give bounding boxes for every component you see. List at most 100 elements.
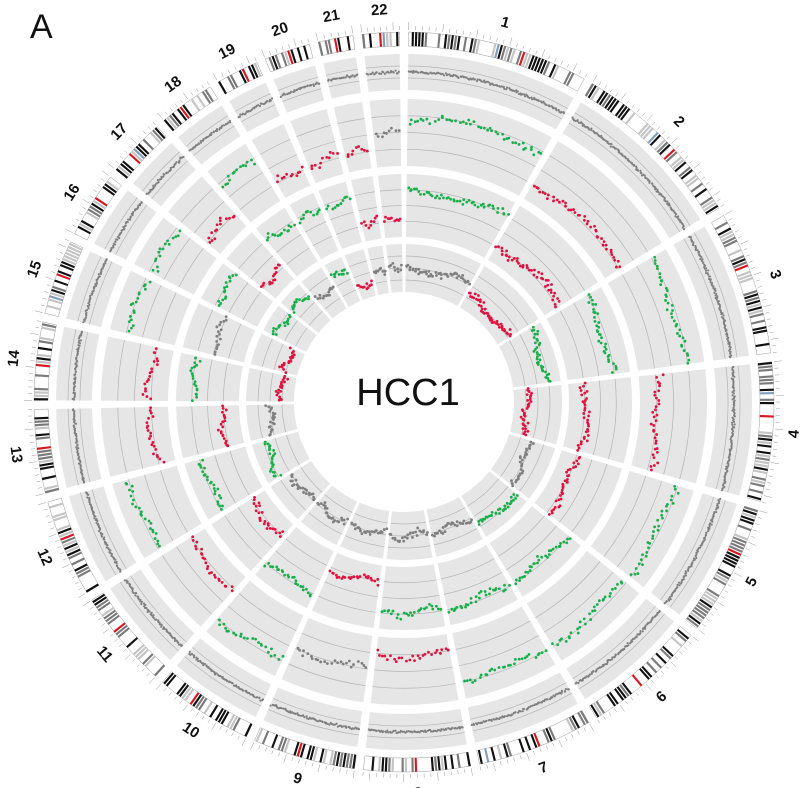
chromosome-band xyxy=(34,398,49,401)
cnv-point xyxy=(488,81,491,84)
cnv-point xyxy=(470,518,473,522)
chromosome-band xyxy=(596,90,606,104)
cnv-point xyxy=(72,408,75,411)
cnv-point xyxy=(72,391,75,394)
scale-tick xyxy=(36,320,41,322)
track-gridline xyxy=(262,267,284,289)
cnv-point xyxy=(411,267,415,271)
cnv-point xyxy=(263,520,267,523)
scale-tick xyxy=(670,661,677,668)
cnv-point xyxy=(477,294,480,297)
cnv-point xyxy=(540,701,543,704)
chromosome-band xyxy=(195,695,205,709)
cnv-point xyxy=(518,264,522,268)
cnv-point xyxy=(143,606,147,609)
cnv-point xyxy=(481,202,485,206)
cnv-point xyxy=(195,540,199,544)
chromosome-band xyxy=(539,60,548,74)
cnv-point xyxy=(582,218,586,222)
cnv-point xyxy=(647,546,650,550)
scale-tick xyxy=(671,137,678,144)
cnv-point xyxy=(205,567,209,571)
scale-tick xyxy=(330,33,332,38)
cnv-point xyxy=(461,202,465,206)
scale-tick xyxy=(469,31,471,36)
cnv-point xyxy=(719,497,722,500)
cnv-point xyxy=(609,250,613,254)
track-gridline xyxy=(387,545,431,549)
cnv-point xyxy=(492,207,495,210)
track-gridline xyxy=(263,441,280,478)
cnv-point xyxy=(448,118,451,122)
cnv-point xyxy=(224,281,228,284)
cnv-point xyxy=(271,454,275,457)
track-sector xyxy=(270,460,331,520)
cnv-point xyxy=(270,428,274,431)
scale-tick xyxy=(684,155,689,159)
cnv-point xyxy=(653,259,657,262)
scale-tick xyxy=(142,131,147,135)
chromosome-band xyxy=(414,32,418,47)
cnv-point xyxy=(545,197,549,200)
cnv-point xyxy=(150,367,154,371)
cnv-point xyxy=(718,500,721,503)
cnv-point xyxy=(557,545,561,548)
chromosome-band xyxy=(178,684,190,697)
scale-tick xyxy=(757,286,762,288)
cnv-point xyxy=(654,439,658,443)
chromosome-band xyxy=(739,277,754,284)
chromosome-band xyxy=(66,248,80,257)
cnv-point xyxy=(419,193,422,196)
track-gridline xyxy=(470,682,566,720)
chromosome-band xyxy=(530,56,538,71)
chromosome-band xyxy=(333,38,339,53)
cnv-point xyxy=(399,617,403,621)
chromosome-band xyxy=(189,692,200,705)
cnv-point xyxy=(72,424,75,427)
cnv-point xyxy=(557,505,561,509)
cnv-point xyxy=(398,217,402,221)
scale-tick xyxy=(115,160,119,164)
scale-tick xyxy=(626,100,630,105)
cnv-point xyxy=(347,725,350,729)
track-gridline xyxy=(120,581,179,652)
cnv-point xyxy=(222,622,226,626)
cnv-point xyxy=(198,359,202,363)
track-gridline xyxy=(282,88,322,102)
cnv-point xyxy=(609,145,612,148)
scale-tick xyxy=(82,198,90,204)
cnv-point xyxy=(138,202,141,206)
chromosome-band xyxy=(437,756,441,771)
cnv-point xyxy=(275,266,278,270)
cnv-point xyxy=(677,581,681,584)
cnv-point xyxy=(533,348,537,351)
scale-tick xyxy=(693,163,701,169)
cnv-point xyxy=(462,198,466,202)
cnv-point xyxy=(156,178,160,182)
cnv-point xyxy=(76,449,79,453)
cnv-point xyxy=(254,637,257,641)
cnv-point xyxy=(496,132,500,136)
scale-tick xyxy=(147,126,151,130)
scale-tick xyxy=(33,467,38,470)
cnv-point xyxy=(195,656,198,659)
scale-tick xyxy=(675,145,680,149)
cnv-point xyxy=(274,390,278,393)
chromosome-band xyxy=(61,536,76,544)
chromosome-band xyxy=(401,757,404,772)
chromosome-band xyxy=(268,56,276,71)
chromosome-band xyxy=(79,222,93,232)
cnv-point xyxy=(413,187,416,191)
cnv-point xyxy=(369,220,373,223)
track-gridline xyxy=(375,280,388,284)
chromosome-band xyxy=(57,527,72,535)
cnv-point xyxy=(657,389,661,393)
track-gridline xyxy=(509,340,526,386)
chromosome-band xyxy=(218,81,227,95)
cnv-point xyxy=(347,576,351,579)
cnv-point xyxy=(666,301,670,305)
cnv-point xyxy=(583,381,587,385)
cnv-point xyxy=(353,527,357,531)
cnv-point xyxy=(565,480,569,484)
track-sector xyxy=(590,471,694,588)
